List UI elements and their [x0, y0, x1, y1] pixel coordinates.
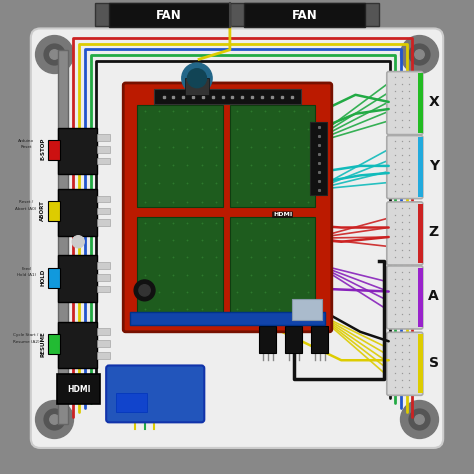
- Text: Reset /: Reset /: [19, 201, 33, 204]
- Bar: [97, 208, 110, 214]
- Text: ABORT: ABORT: [40, 201, 45, 221]
- FancyBboxPatch shape: [387, 266, 423, 329]
- FancyBboxPatch shape: [31, 28, 443, 448]
- Bar: [97, 219, 110, 226]
- Circle shape: [44, 44, 65, 65]
- Bar: [116, 393, 147, 412]
- Text: Arduino: Arduino: [18, 139, 34, 143]
- Text: Cycle Start /: Cycle Start /: [13, 333, 39, 337]
- Circle shape: [415, 415, 424, 424]
- Bar: [311, 326, 328, 353]
- Bar: [418, 268, 423, 327]
- Text: Resume (A2): Resume (A2): [13, 340, 39, 344]
- Text: FAN: FAN: [156, 9, 182, 22]
- Bar: [58, 128, 97, 174]
- Text: A: A: [428, 289, 439, 303]
- Circle shape: [182, 63, 212, 93]
- Bar: [229, 217, 315, 315]
- Bar: [97, 286, 110, 292]
- Text: HDMI: HDMI: [273, 212, 292, 217]
- FancyBboxPatch shape: [387, 136, 423, 199]
- Circle shape: [44, 409, 65, 430]
- Text: X: X: [428, 95, 439, 109]
- Bar: [285, 326, 302, 353]
- FancyBboxPatch shape: [106, 365, 204, 422]
- Text: Feed: Feed: [21, 267, 31, 271]
- Bar: [97, 328, 110, 335]
- Text: RESUME: RESUME: [40, 331, 45, 356]
- FancyBboxPatch shape: [387, 72, 423, 135]
- Bar: [48, 140, 60, 160]
- Text: E-STOP: E-STOP: [40, 138, 45, 161]
- Bar: [97, 158, 110, 164]
- Bar: [185, 78, 209, 95]
- Bar: [310, 122, 327, 195]
- Bar: [97, 196, 110, 202]
- Circle shape: [50, 50, 59, 59]
- Circle shape: [188, 69, 206, 88]
- Bar: [48, 268, 60, 288]
- FancyBboxPatch shape: [387, 332, 423, 395]
- Bar: [57, 374, 100, 404]
- Bar: [48, 334, 60, 354]
- Bar: [418, 334, 423, 393]
- FancyBboxPatch shape: [123, 83, 332, 332]
- Bar: [58, 322, 97, 368]
- Bar: [229, 105, 315, 208]
- Bar: [418, 73, 423, 133]
- Bar: [95, 3, 379, 26]
- Circle shape: [134, 280, 155, 301]
- Bar: [97, 262, 110, 269]
- Bar: [97, 340, 110, 347]
- Circle shape: [415, 50, 424, 59]
- Circle shape: [50, 415, 59, 424]
- Bar: [97, 352, 110, 359]
- Bar: [109, 3, 230, 27]
- Bar: [58, 50, 68, 424]
- Text: HOLD: HOLD: [40, 269, 45, 286]
- Text: Abort (A0): Abort (A0): [15, 207, 37, 211]
- Bar: [244, 3, 365, 27]
- Bar: [137, 217, 223, 315]
- Bar: [130, 312, 325, 325]
- Text: Y: Y: [428, 159, 439, 173]
- Bar: [58, 189, 97, 236]
- Text: Reset: Reset: [20, 146, 32, 149]
- Bar: [154, 89, 301, 104]
- Circle shape: [72, 236, 84, 248]
- Circle shape: [401, 401, 438, 438]
- Bar: [137, 105, 223, 208]
- Text: HDMI: HDMI: [67, 385, 91, 393]
- Circle shape: [409, 409, 430, 430]
- Bar: [97, 146, 110, 153]
- Bar: [292, 299, 322, 320]
- Circle shape: [36, 36, 73, 73]
- Circle shape: [409, 44, 430, 65]
- Circle shape: [36, 401, 73, 438]
- Bar: [97, 274, 110, 281]
- Circle shape: [401, 36, 438, 73]
- Bar: [58, 255, 97, 302]
- Bar: [418, 137, 423, 197]
- Text: S: S: [428, 356, 439, 370]
- Bar: [259, 326, 276, 353]
- FancyBboxPatch shape: [387, 202, 423, 265]
- Text: FAN: FAN: [292, 9, 317, 22]
- Circle shape: [139, 285, 150, 296]
- Bar: [97, 134, 110, 141]
- Bar: [48, 201, 60, 221]
- Text: Z: Z: [428, 225, 439, 239]
- Text: Hold (A1): Hold (A1): [17, 273, 36, 277]
- Bar: [418, 204, 423, 263]
